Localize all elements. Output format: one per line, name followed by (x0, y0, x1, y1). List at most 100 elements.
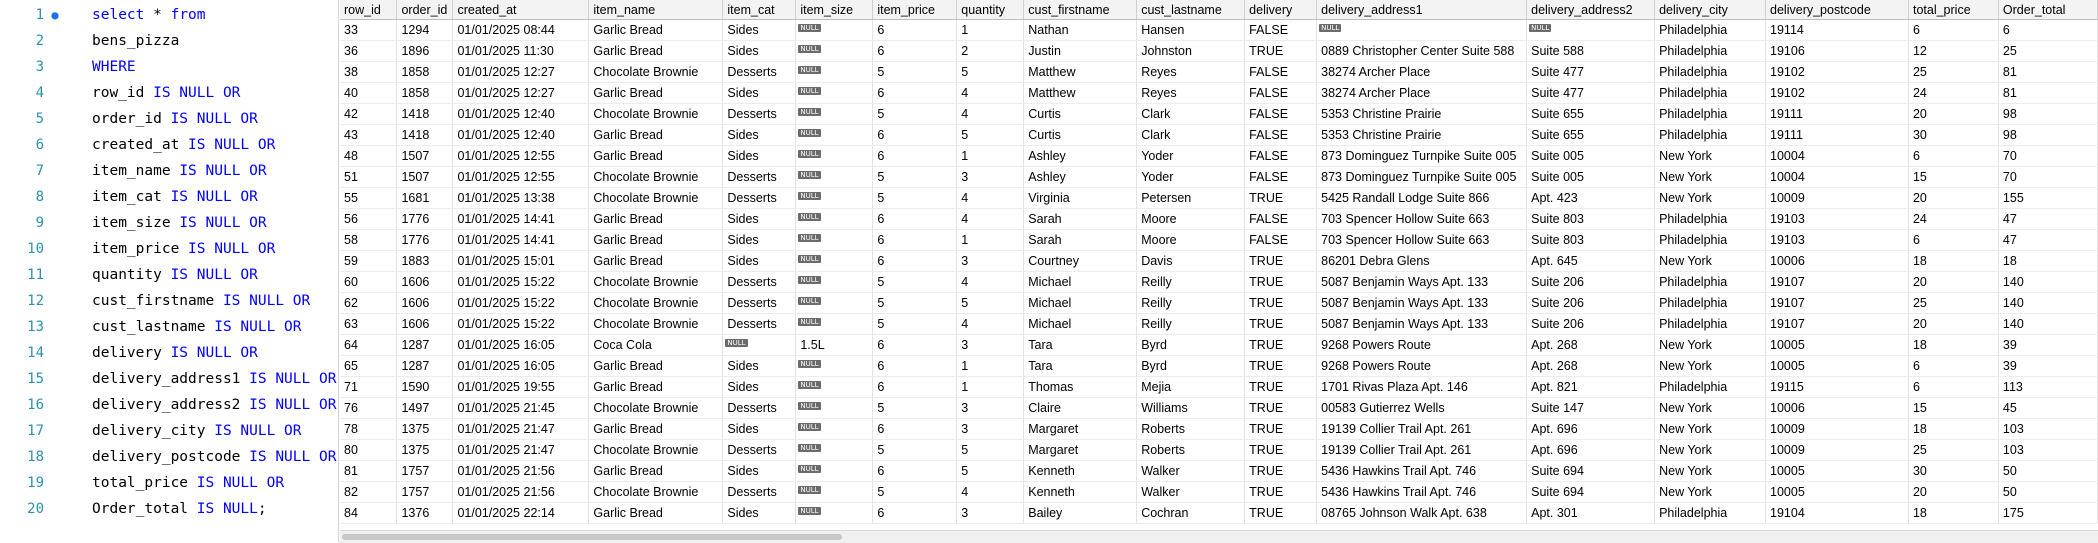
cell-quantity[interactable]: 2 (956, 40, 1025, 62)
cell-delivery[interactable]: TRUE (1244, 334, 1318, 356)
cell-created-at[interactable]: 01/01/2025 12:40 (452, 103, 590, 125)
cell-row-id[interactable]: 42 (340, 103, 398, 125)
table-row[interactable]: 78 1375 01/01/2025 21:47 Garlic Bread Sides N… (340, 418, 2098, 440)
code-line[interactable]: 3 WHERE (0, 54, 338, 80)
cell-cust-lastname[interactable]: Roberts (1136, 418, 1246, 440)
cell-row-id[interactable]: 81 (340, 460, 398, 482)
code-line[interactable]: 5 order_id IS NULL OR (0, 106, 338, 132)
cell-delivery-postcode[interactable]: 10009 (1765, 439, 1909, 461)
cell-order-total[interactable]: 47 (1998, 229, 2098, 251)
cell-row-id[interactable]: 58 (340, 229, 398, 251)
cell-quantity[interactable]: 1 (956, 355, 1025, 377)
cell-delivery-address2[interactable]: Suite 694 (1526, 481, 1656, 503)
cell-item-name[interactable]: Chocolate Brownie (588, 313, 724, 335)
cell-delivery-address2[interactable]: Apt. 301 (1526, 502, 1656, 524)
cell-order-total[interactable]: 98 (1998, 124, 2098, 146)
cell-item-size[interactable]: NULL (795, 61, 874, 83)
table-row[interactable]: 48 1507 01/01/2025 12:55 Garlic Bread Sides N… (340, 145, 2098, 167)
code-line[interactable]: 12 cust_firstname IS NULL OR (0, 288, 338, 314)
cell-cust-lastname[interactable]: Clark (1136, 103, 1246, 125)
cell-item-size[interactable]: NULL (795, 397, 874, 419)
cell-cust-lastname[interactable]: Hansen (1136, 19, 1246, 41)
cell-order-id[interactable]: 1757 (396, 460, 454, 482)
column-header-item-cat[interactable]: item_cat (722, 0, 797, 20)
table-row[interactable]: 33 1294 01/01/2025 08:44 Garlic Bread Sides N… (340, 19, 2098, 41)
cell-item-cat[interactable]: Desserts (722, 313, 797, 335)
cell-item-price[interactable]: 6 (872, 460, 958, 482)
cell-item-price[interactable]: 5 (872, 439, 958, 461)
cell-item-name[interactable]: Chocolate Brownie (588, 187, 724, 209)
cell-cust-lastname[interactable]: Cochran (1136, 502, 1246, 524)
code-line[interactable]: 17 delivery_city IS NULL OR (0, 418, 338, 444)
code-line[interactable]: 9 item_size IS NULL OR (0, 210, 338, 236)
cell-delivery-postcode[interactable]: 19107 (1765, 292, 1909, 314)
table-row[interactable]: 64 1287 01/01/2025 16:05 Coca Cola NULL 1.5L 6… (340, 334, 2098, 356)
cell-item-cat[interactable]: Sides (722, 40, 797, 62)
cell-delivery-address2[interactable]: Suite 655 (1526, 103, 1656, 125)
cell-delivery-address1[interactable]: 5436 Hawkins Trail Apt. 746 (1316, 481, 1528, 503)
cell-row-id[interactable]: 71 (340, 376, 398, 398)
cell-item-cat[interactable]: NULL (722, 334, 797, 356)
cell-item-price[interactable]: 6 (872, 208, 958, 230)
cell-delivery[interactable]: FALSE (1244, 166, 1318, 188)
cell-order-id[interactable]: 1375 (396, 439, 454, 461)
cell-cust-firstname[interactable]: Justin (1023, 40, 1138, 62)
table-row[interactable]: 58 1776 01/01/2025 14:41 Garlic Bread Sides N… (340, 229, 2098, 251)
cell-cust-firstname[interactable]: Ashley (1023, 166, 1138, 188)
cell-order-total[interactable]: 81 (1998, 61, 2098, 83)
cell-delivery-city[interactable]: New York (1654, 187, 1767, 209)
code-line[interactable]: 8 item_cat IS NULL OR (0, 184, 338, 210)
cell-delivery[interactable]: TRUE (1244, 355, 1318, 377)
column-header-delivery[interactable]: delivery (1244, 0, 1318, 20)
cell-item-name[interactable]: Chocolate Brownie (588, 271, 724, 293)
cell-cust-firstname[interactable]: Claire (1023, 397, 1138, 419)
cell-total-price[interactable]: 20 (1908, 481, 1999, 503)
cell-delivery[interactable]: FALSE (1244, 82, 1318, 104)
cell-item-cat[interactable]: Desserts (722, 103, 797, 125)
cell-quantity[interactable]: 3 (956, 250, 1025, 272)
code-line[interactable]: 1 ● select * from (0, 2, 338, 28)
cell-delivery-address1[interactable]: 19139 Collier Trail Apt. 261 (1316, 439, 1528, 461)
cell-delivery[interactable]: TRUE (1244, 313, 1318, 335)
cell-delivery-address1[interactable]: 5425 Randall Lodge Suite 866 (1316, 187, 1528, 209)
cell-item-price[interactable]: 6 (872, 229, 958, 251)
cell-cust-firstname[interactable]: Ashley (1023, 145, 1138, 167)
cell-item-cat[interactable]: Desserts (722, 292, 797, 314)
cell-total-price[interactable]: 24 (1908, 208, 1999, 230)
cell-delivery-postcode[interactable]: 19103 (1765, 208, 1909, 230)
cell-order-total[interactable]: 140 (1998, 292, 2098, 314)
cell-cust-firstname[interactable]: Sarah (1023, 229, 1138, 251)
cell-order-id[interactable]: 1507 (396, 166, 454, 188)
cell-item-cat[interactable]: Sides (722, 376, 797, 398)
cell-total-price[interactable]: 15 (1908, 166, 1999, 188)
cell-order-id[interactable]: 1883 (396, 250, 454, 272)
column-header-item-name[interactable]: item_name (588, 0, 724, 20)
cell-quantity[interactable]: 4 (956, 271, 1025, 293)
cell-delivery[interactable]: TRUE (1244, 376, 1318, 398)
cell-created-at[interactable]: 01/01/2025 08:44 (452, 19, 590, 41)
column-header-row-id[interactable]: row_id (340, 0, 398, 20)
cell-item-size[interactable]: NULL (795, 313, 874, 335)
code-line[interactable]: 6 created_at IS NULL OR (0, 132, 338, 158)
cell-cust-lastname[interactable]: Walker (1136, 460, 1246, 482)
code-line[interactable]: 11 quantity IS NULL OR (0, 262, 338, 288)
cell-item-name[interactable]: Chocolate Brownie (588, 61, 724, 83)
cell-item-price[interactable]: 6 (872, 145, 958, 167)
cell-item-price[interactable]: 6 (872, 19, 958, 41)
cell-delivery[interactable]: FALSE (1244, 145, 1318, 167)
cell-cust-lastname[interactable]: Walker (1136, 481, 1246, 503)
cell-quantity[interactable]: 3 (956, 334, 1025, 356)
cell-delivery-city[interactable]: New York (1654, 145, 1767, 167)
cell-item-cat[interactable]: Desserts (722, 481, 797, 503)
cell-item-cat[interactable]: Sides (722, 19, 797, 41)
cell-delivery[interactable]: FALSE (1244, 229, 1318, 251)
cell-item-price[interactable]: 5 (872, 481, 958, 503)
cell-item-name[interactable]: Coca Cola (588, 334, 724, 356)
code-line[interactable]: 2 bens_pizza (0, 28, 338, 54)
cell-total-price[interactable]: 30 (1908, 124, 1999, 146)
code-line[interactable]: 19 total_price IS NULL OR (0, 470, 338, 496)
cell-delivery-address1[interactable]: 873 Dominguez Turnpike Suite 005 (1316, 166, 1528, 188)
column-header-quantity[interactable]: quantity (956, 0, 1025, 20)
cell-item-name[interactable]: Chocolate Brownie (588, 439, 724, 461)
cell-order-id[interactable]: 1497 (396, 397, 454, 419)
